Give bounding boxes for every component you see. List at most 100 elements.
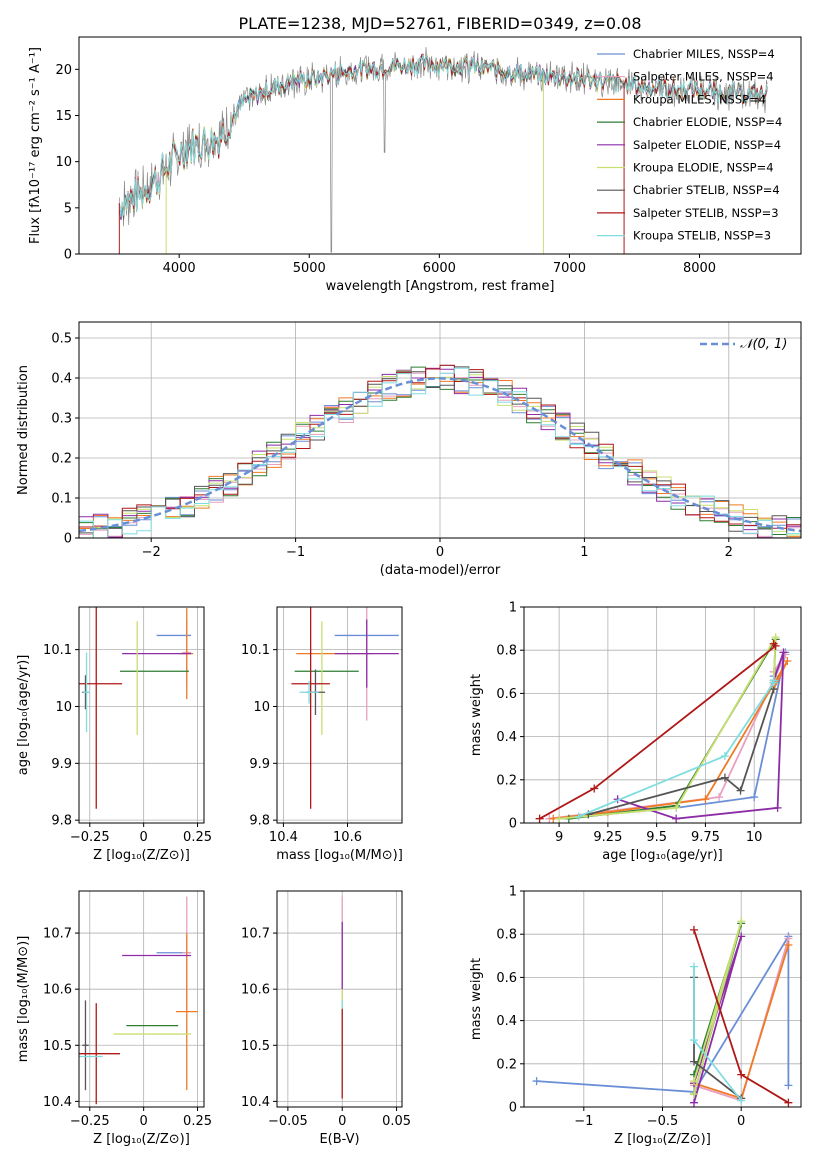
legend-entry: Salpeter ELODIE, NSSP=4 xyxy=(633,138,781,152)
weight-marker xyxy=(689,1090,698,1099)
x-tick-label: 0.25 xyxy=(183,1114,212,1129)
weight-marker xyxy=(590,784,599,793)
weight-marker xyxy=(736,786,745,795)
x-tick-label: 6000 xyxy=(423,261,456,276)
y-tick-label: 0.2 xyxy=(496,1057,517,1072)
plot-area xyxy=(79,896,198,1105)
y-tick-label: 0 xyxy=(509,817,517,832)
y-tick-label: 10.1 xyxy=(241,643,270,658)
weight-line xyxy=(553,660,789,820)
x-tick-label: 10.6 xyxy=(333,830,362,845)
residual-histogram xyxy=(79,364,801,538)
weight-marker xyxy=(689,1036,698,1045)
legend-entry: Salpeter MILES, NSSP=4 xyxy=(633,70,774,84)
x-axis-label: Z [log₁₀(Z/Z⊙)] xyxy=(614,1132,711,1147)
panel-mass-vs-Z: −0.25 0 0.25 10.4 10.5 10.6 10.7 Z [log₁₀(Z/Z⊙)… xyxy=(16,890,212,1147)
y-tick-label: 20 xyxy=(55,63,72,78)
weight-line xyxy=(536,933,790,1093)
y-axis-label: age [log₁₀(age/yr)] xyxy=(16,655,31,776)
y-tick-label: 0.6 xyxy=(496,971,517,986)
x-tick-label: 8000 xyxy=(683,261,716,276)
weight-line xyxy=(693,936,743,1103)
y-tick-label: 10.4 xyxy=(43,1095,72,1110)
weight-line xyxy=(559,636,777,820)
plot-area xyxy=(79,607,194,809)
weight-marker xyxy=(701,795,710,804)
plot-area xyxy=(291,607,399,809)
y-tick-label: 10.6 xyxy=(241,983,270,998)
legend-entry: Chabrier ELODIE, NSSP=4 xyxy=(633,115,782,129)
x-tick-label: 9.5 xyxy=(646,830,667,845)
y-tick-label: 0.4 xyxy=(496,1014,517,1029)
weight-marker xyxy=(783,657,792,665)
y-tick-label: 15 xyxy=(55,109,72,124)
weight-marker xyxy=(750,793,759,802)
weight-marker xyxy=(769,676,778,685)
x-tick-label: 0 xyxy=(338,1114,346,1129)
x-axis-label: age [log₁₀(age/yr)] xyxy=(602,848,723,863)
plot-area xyxy=(79,364,801,538)
panel-weight-vs-age: 9 9.25 9.5 9.75 10 0 0.2 0.4 0.6 0.8 1 age [log₁₀(a… xyxy=(469,601,802,863)
x-tick-label: −0.05 xyxy=(268,1114,308,1129)
x-tick-label: −1 xyxy=(574,1114,593,1129)
x-tick-label: −2 xyxy=(142,545,161,560)
y-tick-label: 0.2 xyxy=(496,773,517,788)
legend-entry: 𝒩(0, 1) xyxy=(740,337,787,352)
axes-frame xyxy=(78,890,205,1108)
x-axis-label: E(B-V) xyxy=(319,1132,359,1147)
weight-marker xyxy=(689,962,698,971)
y-tick-label: 10 xyxy=(55,155,72,170)
y-tick-label: 0.2 xyxy=(51,452,72,467)
y-axis-label: mass [log₁₀(M/M⊙)] xyxy=(16,936,31,1063)
x-tick-label: 9 xyxy=(555,830,563,845)
panel-weight-vs-Z: −1 −0.5 0 0 0.2 0.4 0.6 0.8 1 Z [log₁₀(Z/Z⊙)] mass… xyxy=(469,885,802,1147)
y-tick-label: 9.9 xyxy=(249,757,270,772)
panel-age-vs-Z: −0.25 0 0.25 9.8 9.9 10 10.1 Z [log₁₀(Z/Z⊙)] age… xyxy=(16,606,212,863)
y-tick-label: 9.9 xyxy=(51,757,72,772)
x-tick-label: 4000 xyxy=(163,261,196,276)
weight-marker xyxy=(720,773,729,782)
figure-title: PLATE=1238, MJD=52761, FIBERID=0349, z=0… xyxy=(238,14,641,33)
x-tick-label: 10.4 xyxy=(269,830,298,845)
x-tick-label: 0 xyxy=(140,1114,148,1129)
y-tick-label: 10.1 xyxy=(43,643,72,658)
weight-marker xyxy=(689,1077,698,1086)
y-tick-label: 10.7 xyxy=(43,927,72,942)
legend-entry: Kroupa STELIB, NSSP=3 xyxy=(633,229,771,243)
y-tick-label: 9.8 xyxy=(51,814,72,829)
weight-marker xyxy=(532,1077,541,1086)
weight-marker xyxy=(715,793,724,802)
x-tick-label: 0 xyxy=(737,1114,745,1129)
y-tick-label: 10.4 xyxy=(241,1095,270,1110)
axes-frame xyxy=(276,606,403,824)
weight-line xyxy=(539,643,777,820)
y-tick-label: 0.5 xyxy=(51,332,72,347)
y-axis-label: Flux [fλ10⁻¹⁷ erg cm⁻² s⁻¹ A⁻¹] xyxy=(28,47,43,244)
x-tick-label: 0.25 xyxy=(183,830,212,845)
x-tick-label: 10 xyxy=(746,830,763,845)
residual-histogram xyxy=(79,367,801,538)
axes-frame xyxy=(523,606,802,824)
weight-marker xyxy=(784,1081,793,1090)
weight-marker xyxy=(672,814,681,823)
y-tick-label: 10.6 xyxy=(43,983,72,998)
weight-marker xyxy=(773,803,782,812)
x-tick-label: 1 xyxy=(580,545,588,560)
plot-area xyxy=(535,633,792,823)
x-tick-label: 0 xyxy=(436,545,444,560)
panel-mass-vs-EBV: −0.05 0 0.05 10.4 10.5 10.6 10.7 E(B-V) xyxy=(241,890,411,1147)
weight-marker xyxy=(737,932,746,941)
y-axis-label: Normed distribution xyxy=(16,365,31,495)
legend-entry: Kroupa MILES, NSSP=4 xyxy=(633,92,766,106)
y-tick-label: 0 xyxy=(509,1101,517,1116)
y-axis-label: mass weight xyxy=(469,958,484,1040)
x-axis-label: (data-model)/error xyxy=(380,563,501,578)
weight-marker xyxy=(771,633,780,642)
x-tick-label: 2 xyxy=(725,545,733,560)
x-tick-label: −0.5 xyxy=(647,1114,679,1129)
axes-frame xyxy=(78,606,205,824)
weight-marker xyxy=(737,1070,746,1079)
y-tick-label: 5 xyxy=(64,201,72,216)
weight-marker xyxy=(535,814,544,823)
